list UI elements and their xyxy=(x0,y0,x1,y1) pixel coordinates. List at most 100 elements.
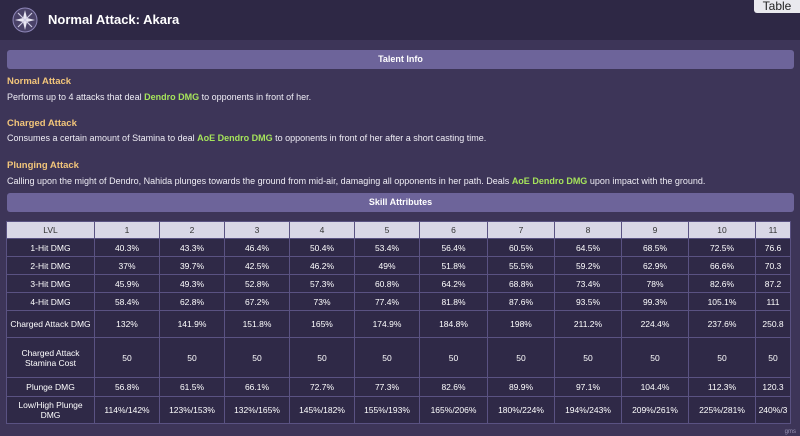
table-cell: 50 xyxy=(159,337,225,378)
table-cell: 42.5% xyxy=(224,256,290,275)
aoe-dendro-dmg-highlight: AoE Dendro DMG xyxy=(197,133,273,143)
table-cell: 132% xyxy=(94,310,160,338)
row-label: Plunge DMG xyxy=(6,377,95,397)
normal-attack-title: Normal Attack xyxy=(7,76,72,87)
table-button[interactable]: Table xyxy=(754,0,800,13)
table-cell: 104.4% xyxy=(621,377,689,397)
charged-attack-title: Charged Attack xyxy=(7,118,77,129)
table-cell: 76.6 xyxy=(755,238,791,257)
column-header: 9 xyxy=(621,221,689,239)
table-cell: 66.6% xyxy=(688,256,756,275)
column-header: 7 xyxy=(487,221,555,239)
table-cell: 66.1% xyxy=(224,377,290,397)
skill-attributes-heading: Skill Attributes xyxy=(7,193,794,212)
table-cell: 50 xyxy=(487,337,555,378)
table-cell: 59.2% xyxy=(554,256,622,275)
table-cell: 50 xyxy=(688,337,756,378)
table-cell: 82.6% xyxy=(688,274,756,293)
table-cell: 114%/142% xyxy=(94,396,160,424)
table-cell: 180%/224% xyxy=(487,396,555,424)
column-header: LVL xyxy=(6,221,95,239)
table-cell: 50 xyxy=(289,337,355,378)
table-cell: 73% xyxy=(289,292,355,311)
column-header: 2 xyxy=(159,221,225,239)
table-cell: 77.4% xyxy=(354,292,420,311)
table-cell: 87.2 xyxy=(755,274,791,293)
table-cell: 105.1% xyxy=(688,292,756,311)
table-cell: 46.4% xyxy=(224,238,290,257)
table-cell: 39.7% xyxy=(159,256,225,275)
table-cell: 56.8% xyxy=(94,377,160,397)
header-bar: Normal Attack: Akara Table xyxy=(0,0,800,40)
table-cell: 60.5% xyxy=(487,238,555,257)
table-cell: 237.6% xyxy=(688,310,756,338)
aoe-dendro-dmg-highlight: AoE Dendro DMG xyxy=(511,176,588,186)
table-cell: 55.5% xyxy=(487,256,555,275)
row-label: 2-Hit DMG xyxy=(6,256,95,275)
charged-attack-description: Consumes a certain amount of Stamina to … xyxy=(7,133,487,143)
table-cell: 67.2% xyxy=(224,292,290,311)
table-row: 2-Hit DMG 37% 39.7% 42.5% 46.2% 49% 51.8% 55.5%… xyxy=(6,256,791,275)
row-label: 1-Hit DMG xyxy=(6,238,95,257)
table-row: Low/High Plunge DMG 114%/142% 123%/153% 132… xyxy=(6,396,791,424)
table-cell: 68.8% xyxy=(487,274,555,293)
dendro-dmg-highlight: Dendro DMG xyxy=(144,92,200,102)
table-cell: 62.8% xyxy=(159,292,225,311)
table-row: 4-Hit DMG 58.4% 62.8% 67.2% 73% 77.4% 81.8% 87.… xyxy=(6,292,791,311)
table-cell: 61.5% xyxy=(159,377,225,397)
column-header: 3 xyxy=(224,221,290,239)
table-cell: 165%/206% xyxy=(419,396,488,424)
page-title: Normal Attack: Akara xyxy=(48,12,180,27)
table-cell: 209%/261% xyxy=(621,396,689,424)
table-cell: 151.8% xyxy=(224,310,290,338)
table-cell: 49.3% xyxy=(159,274,225,293)
table-row: 1-Hit DMG 40.3% 43.3% 46.4% 50.4% 53.4% 56.4% 6… xyxy=(6,238,791,257)
table-cell: 82.6% xyxy=(419,377,488,397)
table-cell: 68.5% xyxy=(621,238,689,257)
table-cell: 60.8% xyxy=(354,274,420,293)
column-header: 6 xyxy=(419,221,488,239)
table-cell: 46.2% xyxy=(289,256,355,275)
table-cell: 211.2% xyxy=(554,310,622,338)
row-label: Charged Attack Stamina Cost xyxy=(6,337,95,378)
table-cell: 155%/193% xyxy=(354,396,420,424)
column-header: 8 xyxy=(554,221,622,239)
table-cell: 77.3% xyxy=(354,377,420,397)
table-row: Plunge DMG 56.8% 61.5% 66.1% 72.7% 77.3% 82.6%… xyxy=(6,377,791,397)
column-header: 1 xyxy=(94,221,160,239)
table-cell: 58.4% xyxy=(94,292,160,311)
table-cell: 184.8% xyxy=(419,310,488,338)
table-cell: 50 xyxy=(419,337,488,378)
table-cell: 52.8% xyxy=(224,274,290,293)
table-cell: 64.2% xyxy=(419,274,488,293)
table-cell: 50 xyxy=(354,337,420,378)
table-cell: 72.5% xyxy=(688,238,756,257)
table-cell: 78% xyxy=(621,274,689,293)
normal-attack-icon xyxy=(12,7,38,33)
table-cell: 40.3% xyxy=(94,238,160,257)
table-cell: 37% xyxy=(94,256,160,275)
row-label: Charged Attack DMG xyxy=(6,310,95,338)
table-cell: 250.8 xyxy=(755,310,791,338)
table-header-row: LVL 1 2 3 4 5 6 7 8 9 10 11 xyxy=(6,221,791,239)
table-cell: 70.3 xyxy=(755,256,791,275)
row-label: 4-Hit DMG xyxy=(6,292,95,311)
table-cell: 198% xyxy=(487,310,555,338)
table-cell: 57.3% xyxy=(289,274,355,293)
table-cell: 50 xyxy=(755,337,791,378)
table-cell: 174.9% xyxy=(354,310,420,338)
column-header: 4 xyxy=(289,221,355,239)
table-cell: 50 xyxy=(554,337,622,378)
column-header: 10 xyxy=(688,221,756,239)
table-cell: 73.4% xyxy=(554,274,622,293)
table-cell: 111 xyxy=(755,292,791,311)
column-header: 5 xyxy=(354,221,420,239)
table-row: Charged Attack DMG 132% 141.9% 151.8% 165% 17… xyxy=(6,310,791,338)
table-cell: 99.3% xyxy=(621,292,689,311)
table-cell: 194%/243% xyxy=(554,396,622,424)
table-cell: 50 xyxy=(94,337,160,378)
table-cell: 51.8% xyxy=(419,256,488,275)
table-cell: 97.1% xyxy=(554,377,622,397)
column-header: 11 xyxy=(755,221,791,239)
row-label: Low/High Plunge DMG xyxy=(6,396,95,424)
